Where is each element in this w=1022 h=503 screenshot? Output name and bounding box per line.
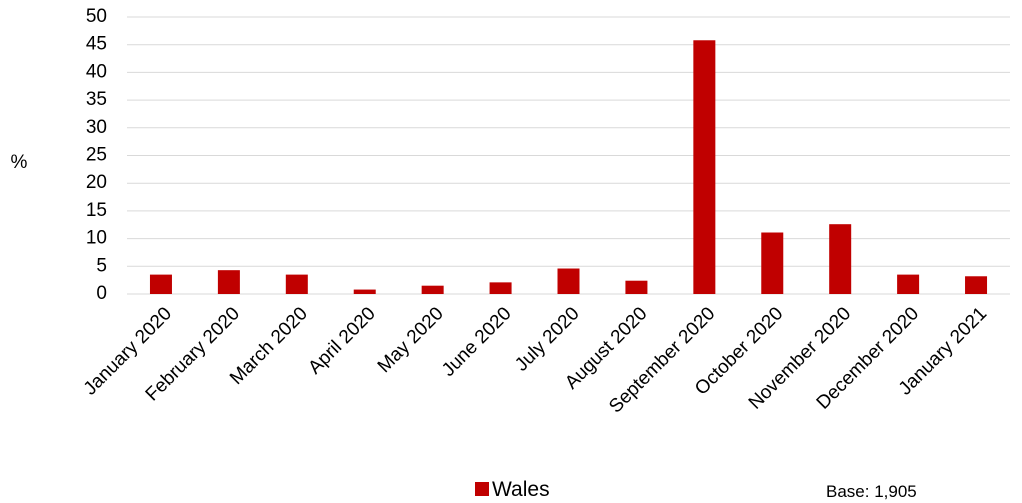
y-tick-label: 40 (86, 61, 107, 82)
bar (693, 40, 716, 294)
y-tick-label: 20 (86, 172, 107, 193)
bar (761, 232, 784, 294)
x-tick-label: May 2020 (374, 303, 448, 377)
y-tick-label: 25 (86, 145, 107, 166)
bar (285, 274, 308, 294)
y-tick-label: 10 (86, 228, 107, 249)
bar (489, 282, 512, 294)
y-tick-label: 35 (86, 89, 107, 110)
y-tick-label: 5 (96, 255, 107, 276)
bar (353, 289, 376, 294)
bar (421, 285, 444, 294)
legend: Wales (475, 478, 550, 501)
y-axis-title: % (11, 152, 28, 173)
bar (897, 274, 920, 294)
bar (217, 270, 240, 294)
y-tick-label: 45 (86, 34, 107, 55)
x-tick-label: June 2020 (438, 303, 516, 381)
bar (965, 276, 988, 294)
x-tick-label: April 2020 (304, 303, 379, 378)
y-tick-label: 0 (96, 283, 107, 304)
legend-label-wales: Wales (492, 478, 550, 501)
bar (625, 280, 648, 294)
y-tick-label: 30 (86, 117, 107, 138)
y-tick-label: 15 (86, 200, 107, 221)
bar (149, 274, 172, 294)
gridlines (127, 16, 1010, 295)
y-axis-ticks: 0 5 10 15 20 25 30 35 40 45 50 (86, 6, 107, 304)
y-tick-label: 50 (86, 6, 107, 27)
legend-swatch-wales (475, 482, 489, 496)
bar (829, 224, 852, 294)
bar (557, 268, 580, 294)
base-annotation: Base: 1,905 (826, 482, 917, 501)
x-tick-label: July 2020 (511, 303, 583, 375)
bars (149, 40, 988, 294)
